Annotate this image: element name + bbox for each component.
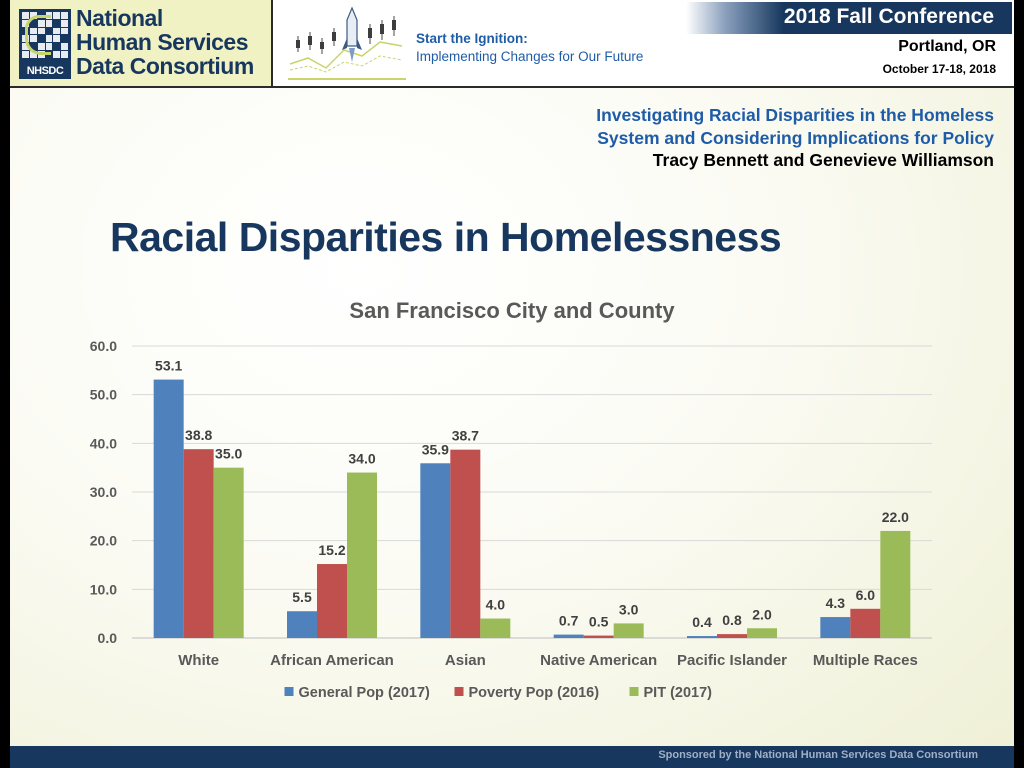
bar: [480, 618, 511, 638]
header-band: NHSDC National Human Services Data Conso…: [10, 0, 1014, 88]
bar: [420, 463, 451, 638]
bar-chart: San Francisco City and County 0.0 10.0 20.…: [90, 298, 932, 701]
conference-title: 2018 Fall Conference: [783, 5, 994, 28]
bar: [213, 467, 244, 638]
bar: [687, 636, 717, 638]
x-tick-label: White: [178, 652, 219, 669]
data-label: 4.3: [826, 595, 846, 611]
data-label: 6.0: [856, 587, 876, 603]
x-tick-label: Pacific Islander: [677, 652, 787, 669]
chart-legend: General Pop (2017) Poverty Pop (2016) PIT …: [284, 685, 713, 701]
presentation-title-line: System and Considering Implications for …: [597, 128, 994, 148]
slide: NHSDC National Human Services Data Conso…: [10, 0, 1014, 768]
data-label: 0.8: [722, 612, 742, 628]
slide-title: Racial Disparities in Homelessness: [110, 214, 782, 260]
tagline-title: Start the Ignition:: [416, 31, 528, 46]
chart-title: San Francisco City and County: [349, 298, 675, 323]
x-axis-ticks: White African American Asian Native America…: [178, 652, 918, 669]
legend-label: General Pop (2017): [299, 685, 431, 701]
org-name-line: Data Consortium: [76, 53, 254, 79]
conference-dates: October 17-18, 2018: [882, 62, 996, 76]
data-label: 0.7: [559, 613, 579, 629]
data-label: 22.0: [882, 509, 909, 525]
y-tick-label: 40.0: [90, 435, 117, 451]
footer-sponsor-text: Sponsored by the National Human Services…: [658, 749, 978, 761]
y-tick-label: 0.0: [98, 630, 118, 646]
conference-banner: 2018 Fall Conference: [686, 2, 1012, 34]
bar: [153, 379, 184, 638]
presentation-title-line: Investigating Racial Disparities in the …: [596, 105, 994, 125]
bar: [850, 608, 881, 638]
x-tick-label: Asian: [445, 652, 486, 669]
data-label: 4.0: [486, 597, 506, 613]
y-tick-label: 50.0: [90, 387, 117, 403]
legend-swatch: [284, 687, 294, 696]
bar: [747, 628, 777, 638]
data-label: 34.0: [348, 451, 375, 467]
chart-bars: [153, 379, 911, 638]
presentation-title: Investigating Racial Disparities in the …: [596, 104, 994, 150]
data-label: 35.9: [422, 441, 449, 457]
bar: [583, 635, 614, 638]
y-tick-label: 10.0: [90, 581, 117, 597]
conference-tagline: Start the Ignition: Implementing Changes…: [416, 30, 643, 66]
conference-city: Portland, OR: [898, 38, 996, 55]
y-axis-ticks: 0.0 10.0 20.0 30.0 40.0 50.0 60.0: [90, 338, 117, 646]
nhsdc-logo-icon: NHSDC: [19, 9, 71, 79]
chart-gridlines: [132, 345, 932, 639]
data-label: 0.4: [692, 614, 712, 630]
data-label: 2.0: [752, 606, 772, 622]
bar: [613, 623, 644, 638]
x-tick-label: Native American: [540, 652, 657, 669]
data-label: 15.2: [318, 542, 345, 558]
x-tick-label: Multiple Races: [813, 652, 918, 669]
legend-swatch: [629, 687, 639, 696]
bar: [317, 564, 347, 638]
bar: [717, 634, 747, 638]
bar: [347, 472, 377, 638]
data-label: 3.0: [619, 601, 639, 617]
data-label: 0.5: [589, 614, 609, 630]
data-label: 38.7: [452, 428, 479, 444]
data-label: 53.1: [155, 358, 182, 374]
y-tick-label: 20.0: [90, 533, 117, 549]
org-name-line: National: [76, 5, 163, 31]
logo-abbreviation: NHSDC: [26, 65, 64, 77]
data-labels: 53.1 38.835.0 5.5 15.2 34.0 35.938.7 4.0 0.7 0.5…: [155, 358, 909, 630]
bar: [880, 530, 911, 638]
data-label: 35.0: [215, 446, 242, 462]
bar: [287, 611, 317, 638]
data-label: 38.8: [185, 427, 212, 443]
y-tick-label: 60.0: [90, 338, 117, 354]
organization-name: National Human Services Data Consortium: [76, 6, 254, 78]
presenters: Tracy Bennett and Genevieve Williamson: [652, 150, 994, 170]
legend-swatch: [454, 687, 464, 696]
footer-band: Sponsored by the National Human Services…: [10, 746, 1014, 768]
legend-label: Poverty Pop (2016): [469, 685, 600, 701]
x-tick-label: African American: [270, 652, 394, 669]
organization-logo: NHSDC National Human Services Data Conso…: [10, 0, 273, 86]
y-tick-label: 30.0: [90, 484, 117, 500]
tagline-subtitle: Implementing Changes for Our Future: [416, 49, 644, 64]
legend-label: PIT (2017): [644, 685, 713, 701]
bar: [183, 449, 214, 638]
bar: [820, 617, 851, 638]
candlestick-rocket-graphic: [288, 6, 406, 80]
org-name-line: Human Services: [76, 29, 248, 55]
bar: [450, 449, 481, 638]
data-label: 5.5: [292, 589, 312, 605]
bar: [553, 634, 584, 638]
